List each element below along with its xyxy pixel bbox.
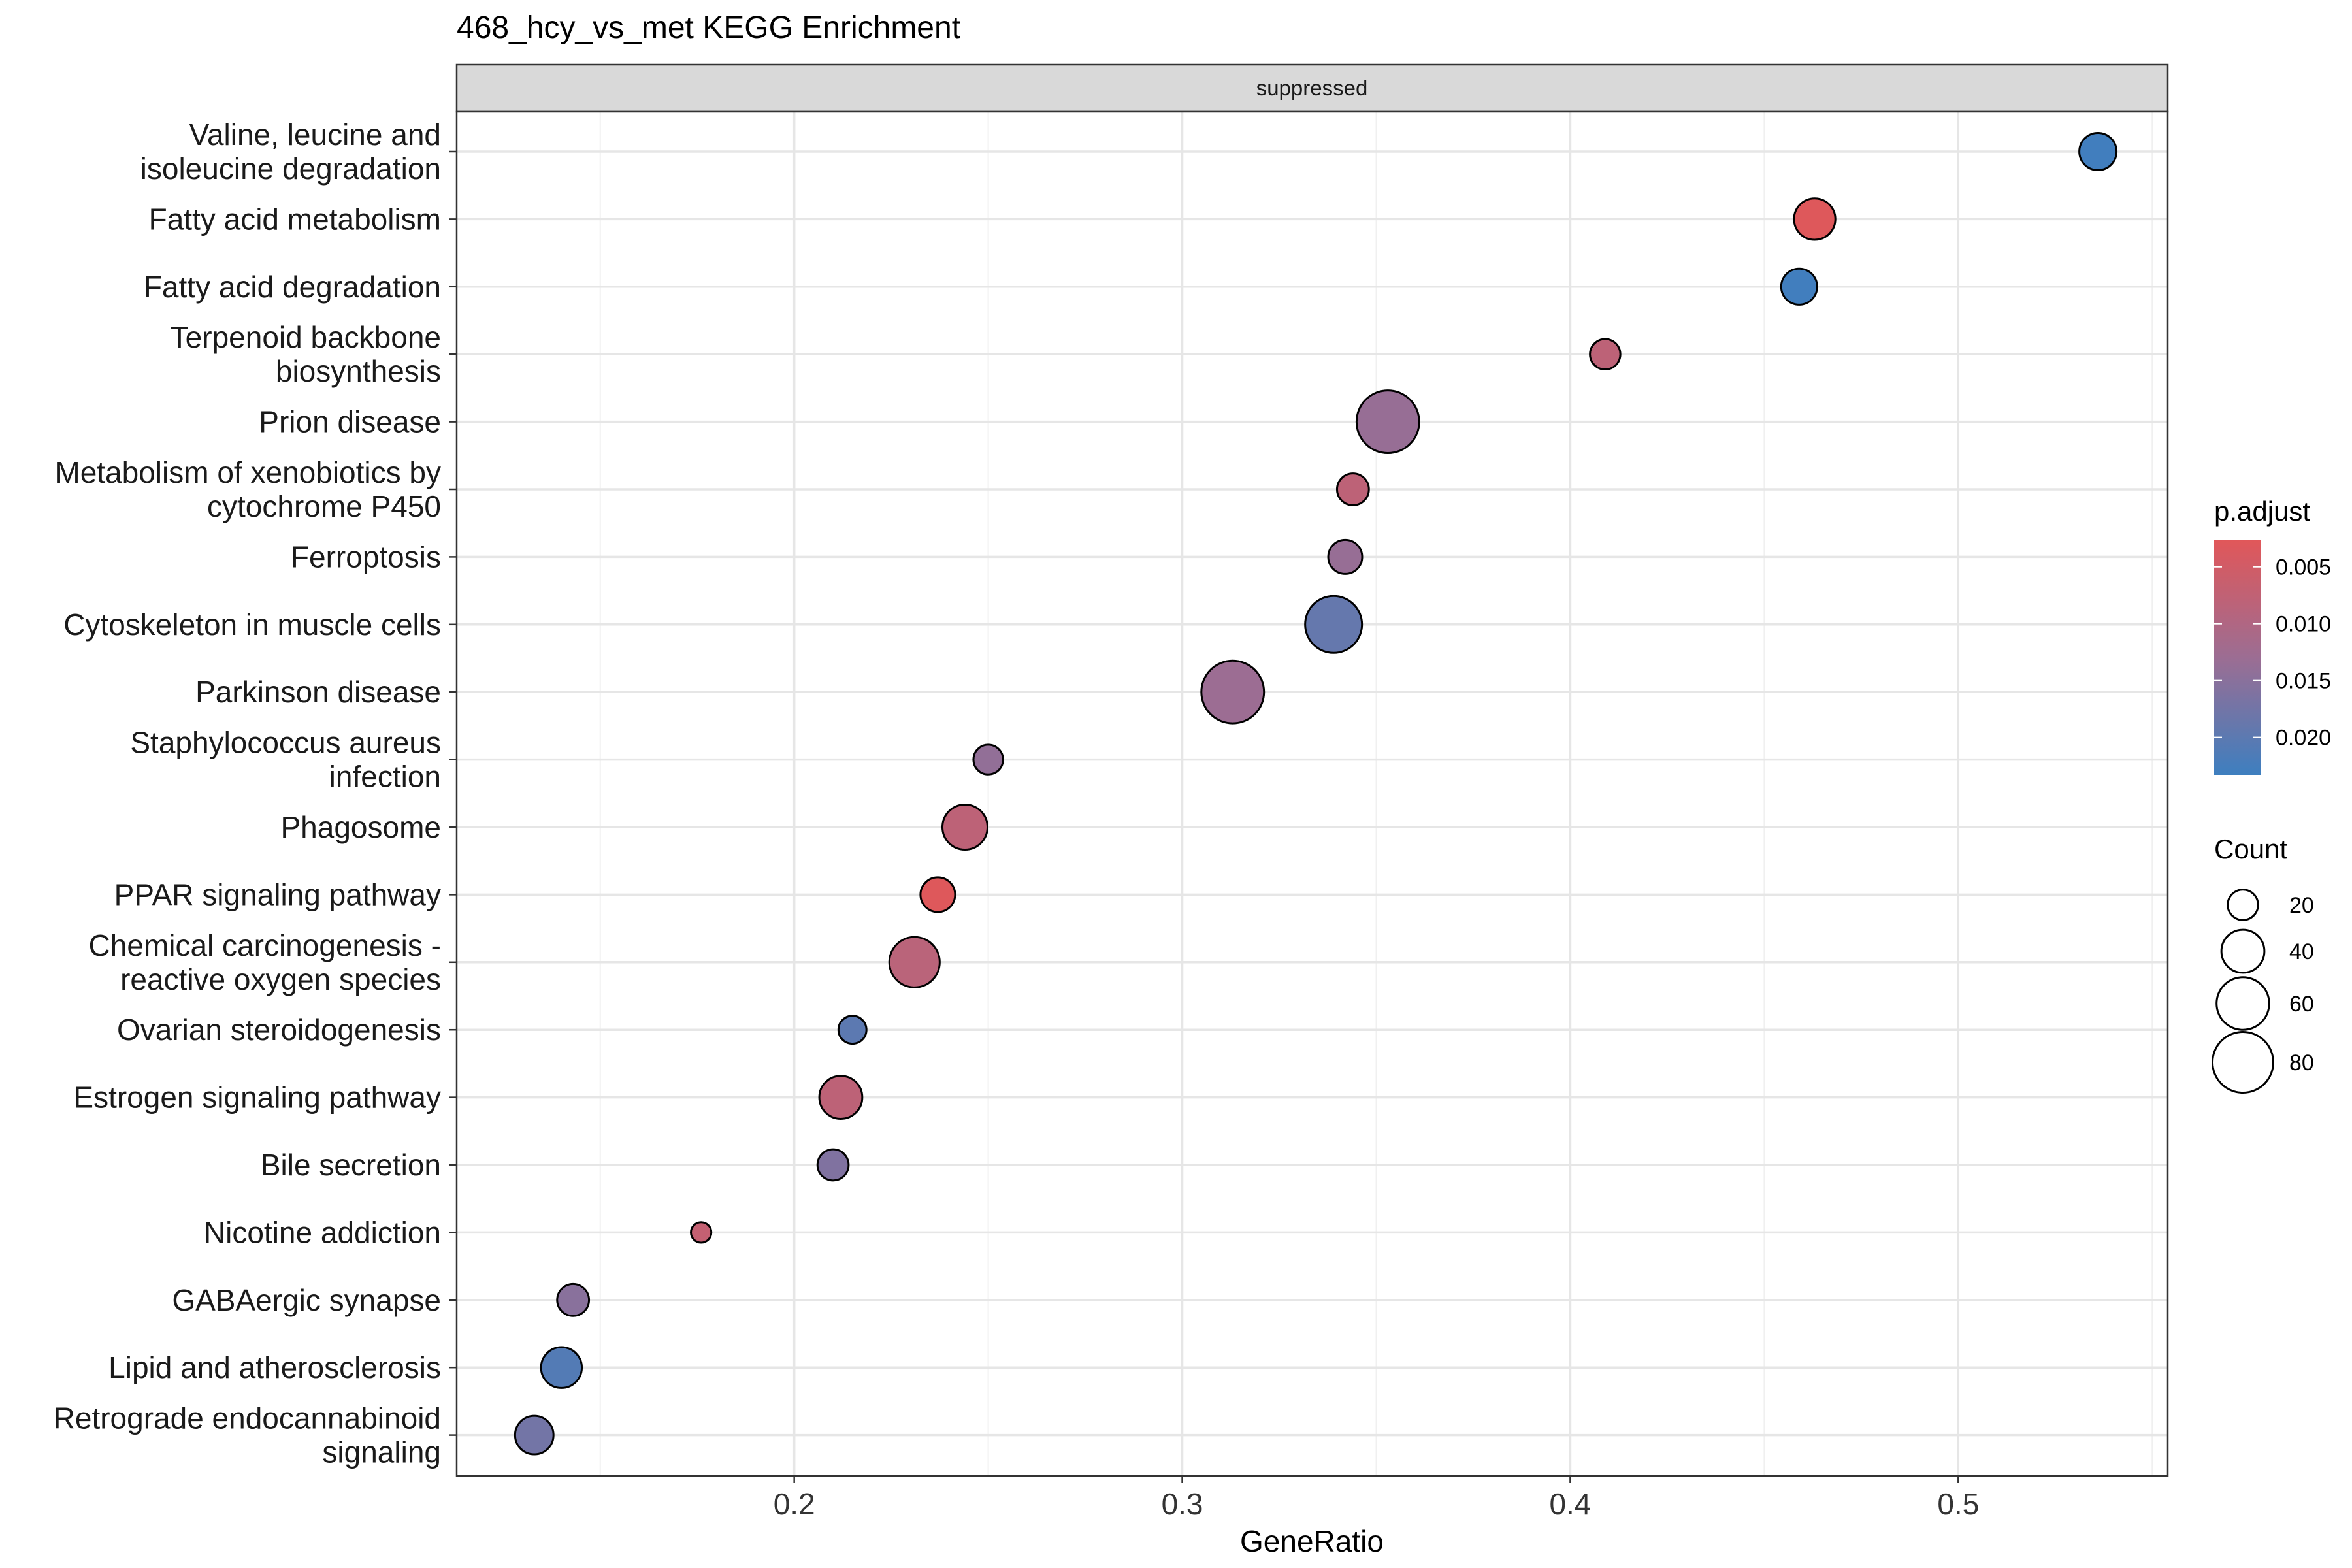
chart-title: 468_hcy_vs_met KEGG Enrichment bbox=[457, 10, 960, 45]
y-tick-label: Estrogen signaling pathway bbox=[73, 1081, 441, 1115]
size-legend-keys: 20 40 60 80 bbox=[2211, 889, 2314, 1094]
facet-strip-label: suppressed bbox=[1256, 76, 1368, 100]
size-legend-label: 40 bbox=[2289, 939, 2314, 964]
y-tick-label-line: Terpenoid backbone bbox=[171, 320, 441, 354]
y-tick-label: Parkinson disease bbox=[195, 675, 441, 709]
size-legend-key bbox=[2215, 976, 2270, 1031]
y-tick-label: GABAergic synapse bbox=[172, 1283, 441, 1317]
y-tick-label: Phagosome bbox=[281, 810, 442, 844]
x-axis: 0.2 0.3 0.4 0.5 bbox=[774, 1476, 1979, 1521]
data-point bbox=[1200, 659, 1266, 725]
color-legend-ticks: 0.005 0.010 0.015 0.020 bbox=[2214, 555, 2331, 751]
data-point bbox=[1355, 389, 1420, 455]
x-tick-label: 0.3 bbox=[1162, 1487, 1203, 1521]
y-tick-label: Ferroptosis bbox=[291, 540, 441, 574]
y-tick-label: Valine, leucine and isoleucine degradatio… bbox=[140, 118, 441, 186]
size-legend-label: 80 bbox=[2289, 1051, 2314, 1075]
size-legend-label: 20 bbox=[2289, 893, 2314, 918]
y-tick-label: Lipid and atherosclerosis bbox=[108, 1350, 441, 1384]
y-tick-label: Retrograde endocannabinoid signaling bbox=[54, 1401, 441, 1469]
x-tick-label: 0.4 bbox=[1549, 1487, 1591, 1521]
y-tick-label: Fatty acid metabolism bbox=[149, 202, 441, 236]
y-tick-label: Ovarian steroidogenesis bbox=[117, 1013, 441, 1047]
color-legend-label: 0.010 bbox=[2276, 612, 2331, 637]
grid-minor bbox=[599, 112, 2153, 1476]
data-point bbox=[2078, 132, 2118, 171]
size-legend-label: 60 bbox=[2289, 992, 2314, 1017]
data-point bbox=[1335, 472, 1370, 506]
data-point bbox=[941, 804, 988, 851]
x-axis-title: GeneRatio bbox=[1240, 1524, 1384, 1558]
y-axis: Valine, leucine and isoleucine degradatio… bbox=[54, 118, 457, 1469]
y-tick-label-line: isoleucine degradation bbox=[140, 152, 441, 186]
panel-border bbox=[455, 110, 2169, 1477]
data-point bbox=[556, 1282, 591, 1317]
data-point bbox=[690, 1221, 713, 1244]
data-point bbox=[816, 1148, 850, 1182]
data-point bbox=[1304, 595, 1364, 654]
size-legend-key bbox=[2220, 928, 2266, 974]
grid-major bbox=[457, 112, 2168, 1476]
y-tick-label-line: Chemical carcinogenesis - bbox=[89, 928, 441, 962]
y-tick-label: Cytoskeleton in muscle cells bbox=[63, 608, 441, 642]
size-legend-key bbox=[2227, 889, 2259, 921]
y-tick-label: Fatty acid degradation bbox=[144, 270, 441, 304]
y-tick-label: Prion disease bbox=[259, 405, 441, 439]
data-point bbox=[1793, 197, 1837, 241]
color-legend: p.adjust 0.005 0.010 0.015 0.020 bbox=[2214, 496, 2331, 775]
color-legend-title: p.adjust bbox=[2214, 496, 2310, 527]
y-tick-label: Bile secretion bbox=[261, 1148, 441, 1182]
y-tick-label: PPAR signaling pathway bbox=[114, 877, 441, 911]
size-legend-title: Count bbox=[2214, 834, 2287, 864]
panel-background bbox=[457, 112, 2168, 1476]
size-legend-key bbox=[2211, 1030, 2275, 1094]
y-tick-label: Metabolism of xenobiotics by cytochrome P… bbox=[55, 455, 441, 523]
y-tick-label-line: infection bbox=[329, 760, 441, 794]
y-tick-label-line: Metabolism of xenobiotics by bbox=[55, 455, 441, 489]
y-tick-label: Chemical carcinogenesis -reactive oxygen… bbox=[89, 928, 441, 996]
data-point bbox=[818, 1075, 864, 1120]
y-tick-label-line: cytochrome P450 bbox=[207, 489, 441, 523]
color-legend-label: 0.015 bbox=[2276, 669, 2331, 694]
color-legend-bar bbox=[2214, 540, 2261, 775]
size-legend: Count 20 40 60 80 bbox=[2211, 834, 2314, 1094]
color-legend-label: 0.020 bbox=[2276, 726, 2331, 751]
x-tick-label: 0.5 bbox=[1937, 1487, 1979, 1521]
data-point bbox=[1589, 338, 1622, 370]
y-tick-label-line: reactive oxygen species bbox=[120, 962, 441, 996]
x-tick-label: 0.2 bbox=[774, 1487, 815, 1521]
y-tick-label-line: Valine, leucine and bbox=[189, 118, 441, 152]
plot-panel bbox=[455, 110, 2169, 1477]
y-tick-label-line: signaling bbox=[322, 1435, 441, 1469]
data-point bbox=[888, 936, 941, 988]
color-legend-label: 0.005 bbox=[2276, 555, 2331, 580]
data-point bbox=[1327, 538, 1364, 575]
y-tick-label: Staphylococcus aureus infection bbox=[130, 726, 441, 794]
facet-strip: suppressed bbox=[455, 63, 2169, 113]
y-tick-label-line: biosynthesis bbox=[276, 354, 441, 388]
data-point bbox=[919, 876, 956, 913]
data-point bbox=[1780, 267, 1818, 306]
y-tick-label: Nicotine addiction bbox=[204, 1215, 441, 1249]
data-points bbox=[514, 132, 2118, 1456]
data-point bbox=[972, 743, 1004, 776]
y-tick-label-line: Retrograde endocannabinoid bbox=[54, 1401, 441, 1435]
y-tick-label: Terpenoid backbone biosynthesis bbox=[171, 320, 441, 388]
y-tick-label-line: Staphylococcus aureus bbox=[130, 726, 441, 760]
data-point bbox=[514, 1414, 555, 1456]
data-point bbox=[540, 1346, 583, 1389]
data-point bbox=[837, 1015, 868, 1045]
facet-strip-background bbox=[455, 63, 2169, 113]
